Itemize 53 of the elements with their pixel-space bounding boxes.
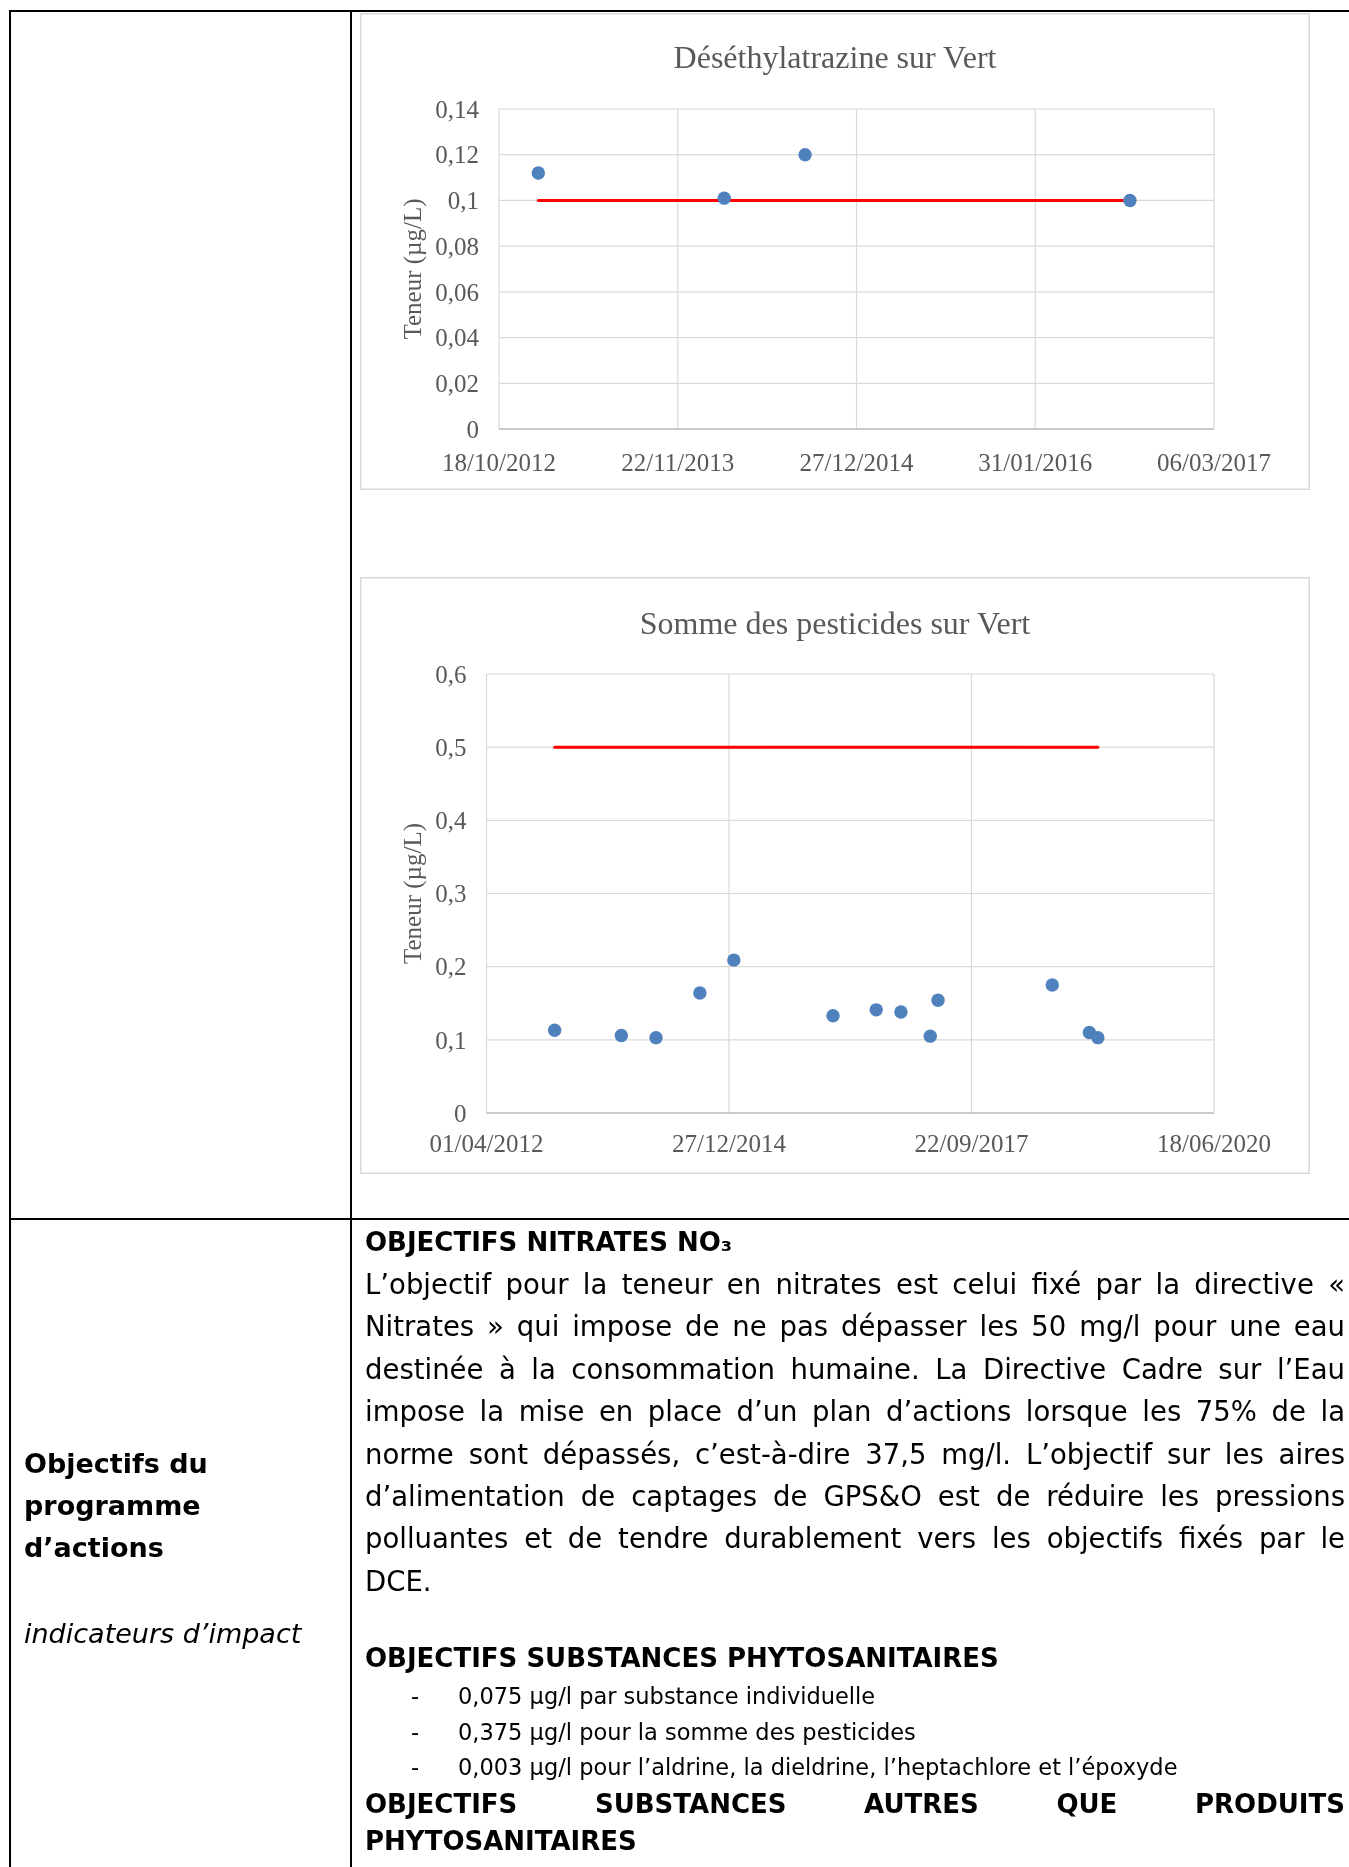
x-tick-label: 27/12/2014 (799, 449, 914, 476)
text: OBJECTIFS NITRATES NO₃ (365, 1226, 734, 1259)
y-axis-title: Teneur (µg/L) (398, 198, 427, 340)
point (923, 1029, 937, 1043)
point (826, 1008, 840, 1023)
chart-title: Somme des pesticides sur Vert (639, 605, 1031, 641)
y-tick-label: 0,2 (435, 953, 467, 981)
y-tick-label: 0 (466, 415, 479, 443)
point (727, 953, 741, 967)
text: - 0,003 µg/l pour l’aldrine, la dieldrine, l’heptachlore et l’époxyde (411, 1754, 1178, 1781)
y-tick-label: 0,3 (435, 880, 467, 908)
point (531, 166, 546, 180)
x-tick-label: 31/01/2016 (978, 449, 1093, 476)
point (1091, 1030, 1105, 1045)
chart-title: Déséthylatrazine sur Vert (673, 39, 997, 75)
x-tick-label: 22/11/2013 (621, 449, 735, 476)
point (894, 1005, 908, 1019)
text: OBJECTIFS SUBSTANCES PHYTOSANITAIRES (365, 1642, 1000, 1676)
y-tick-label: 0,14 (435, 95, 480, 123)
text: - 0,375 µg/l pour la somme des pesticides (411, 1718, 916, 1745)
point (547, 1023, 562, 1038)
y-tick-label: 0,6 (435, 660, 467, 688)
point (717, 191, 731, 205)
y-tick-label: 0,02 (435, 370, 479, 398)
y-tick-label: 0,08 (435, 232, 479, 260)
y-axis-title: Teneur (µg/L) (398, 822, 427, 965)
text: Objectifs du programme d’actions (24, 1447, 209, 1565)
text: L’objectif pour la teneur en nitrates est celui fixé par la directive « Nitrates » qui impose de ne pas dépasser les 50 mg/l pour une eau destinée à la consommation humaine. La Directive Cadre sur l’Eau impose la mise en place d’un plan d’actions lorsque les 75% de la norme sont dépassés, c’est-à-dire 37,5 mg/l. L’objectif sur les aires d’alimentation de captages de GPS&O est de réduire les pressions polluantes et de tendre durablement vers les objectifs fixés par le DCE. (365, 1267, 1345, 1599)
text: - 0,075 µg/l par substance individuelle (411, 1683, 876, 1710)
y-tick-label: 0,06 (435, 278, 479, 306)
point (614, 1028, 629, 1043)
text: indicateurs d’impact (24, 1617, 303, 1651)
text: OBJECTIFS SUBSTANCES AUTRES QUE PRODUITS PHYTOSANITAIRES (365, 1787, 1345, 1858)
point (1123, 193, 1137, 208)
y-tick-label: 0,12 (435, 141, 479, 169)
x-tick-label: 18/06/2020 (1157, 1130, 1271, 1157)
y-tick-label: 0,1 (447, 187, 479, 215)
y-tick-label: 0,1 (435, 1026, 467, 1054)
x-tick-label: 27/12/2014 (672, 1130, 787, 1157)
y-tick-label: 0,4 (435, 807, 467, 835)
point (1045, 978, 1059, 992)
y-tick-label: 0,04 (435, 324, 480, 352)
point (693, 986, 707, 1000)
x-tick-label: 01/04/2012 (429, 1130, 544, 1157)
x-tick-label: 06/03/2017 (1157, 449, 1271, 476)
point (798, 148, 812, 162)
y-tick-label: 0,5 (435, 733, 467, 761)
point (649, 1030, 663, 1045)
point (869, 1003, 883, 1017)
x-tick-label: 18/10/2012 (442, 449, 556, 476)
y-tick-label: 0 (454, 1099, 467, 1127)
point (931, 993, 945, 1008)
x-tick-label: 22/09/2017 (914, 1130, 1029, 1157)
